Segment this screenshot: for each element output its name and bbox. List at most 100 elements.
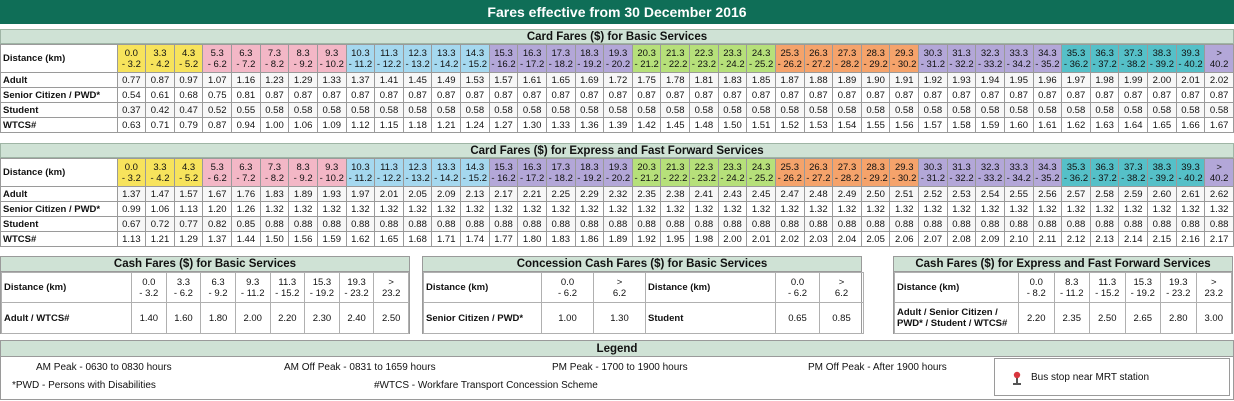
fare-cell: 2.02 xyxy=(774,231,805,247)
fare-cell: 0.87 xyxy=(259,87,290,103)
fare-cell: 1.36 xyxy=(574,117,605,133)
fare-cell: 1.98 xyxy=(1089,72,1120,88)
fare-cell: 1.32 xyxy=(574,201,605,217)
range-start: 20.3 xyxy=(637,47,656,59)
fare-cell: 0.87 xyxy=(316,87,347,103)
fare-cell: 0.87 xyxy=(202,117,233,133)
fare-cell: 0.87 xyxy=(803,87,834,103)
fare-cell: 2.30 xyxy=(304,302,340,334)
range-start: 15.3 xyxy=(494,47,513,59)
fare-cell: 1.80 xyxy=(517,231,547,247)
fare-cell: 2.62 xyxy=(1204,186,1234,202)
fare-row: WTCS# 0.63 0.71 0.79 0.87 0.94 1.00 1.06 1.09 1.1… xyxy=(0,117,1234,133)
range-start: 31.3 xyxy=(952,47,971,59)
distance-band: 6.3- 9.2 xyxy=(200,272,236,303)
range-end: - 14.2 xyxy=(434,172,459,184)
fare-cell: 1.45 xyxy=(660,117,691,133)
range-start: 28.3 xyxy=(866,161,885,173)
fare-cell: 2.47 xyxy=(774,186,805,202)
range-end: - 20.2 xyxy=(605,172,631,184)
fare-row-label: WTCS# xyxy=(0,117,118,133)
range-start: 18.3 xyxy=(580,161,599,173)
fare-cell: 1.92 xyxy=(918,72,948,88)
distance-band: 38.3- 39.2 xyxy=(1147,44,1177,73)
distance-band: 8.3- 11.2 xyxy=(1053,272,1090,303)
fare-cell: 1.89 xyxy=(288,186,318,202)
distance-band: 11.3- 12.2 xyxy=(374,44,404,73)
distance-band: 23.3- 24.2 xyxy=(717,158,748,187)
distance-band: >6.2 xyxy=(593,272,646,303)
fare-cell: 1.26 xyxy=(231,201,261,217)
range-end: - 34.2 xyxy=(1006,58,1031,70)
range-end: - 9.2 xyxy=(293,172,313,184)
range-end: - 32.2 xyxy=(949,58,974,70)
fare-cell: 2.11 xyxy=(1032,231,1063,247)
range-end: - 19.2 xyxy=(577,58,602,70)
fare-cell: 0.87 xyxy=(631,87,662,103)
range-end: - 27.2 xyxy=(806,58,831,70)
fare-row-label: Student xyxy=(0,102,118,118)
fare-cell: 0.58 xyxy=(774,102,805,118)
fare-cell: 1.86 xyxy=(574,231,605,247)
fare-cell: 0.77 xyxy=(173,216,204,232)
fare-cell: 0.88 xyxy=(603,216,633,232)
fare-cell: 0.87 xyxy=(1061,87,1091,103)
fare-cell: 0.55 xyxy=(231,102,261,118)
range-end: - 40.2 xyxy=(1178,172,1203,184)
fare-cell: 1.49 xyxy=(431,72,462,88)
fare-cell: 0.82 xyxy=(202,216,233,232)
fare-cell: 1.89 xyxy=(832,72,862,88)
fare-row-label: WTCS# xyxy=(0,231,118,247)
range-end: - 14.2 xyxy=(434,58,459,70)
range-end: - 11.2 xyxy=(348,58,373,70)
fare-cell: 1.21 xyxy=(145,231,175,247)
fare-cell: 1.32 xyxy=(1118,201,1149,217)
range-start: 35.3 xyxy=(1066,161,1086,173)
distance-band: 33.3- 34.2 xyxy=(1003,44,1034,73)
fare-cell: 1.53 xyxy=(803,117,834,133)
fare-cell: 2.52 xyxy=(918,186,948,202)
distance-band: 32.3- 33.2 xyxy=(975,158,1005,187)
fare-cell: 0.61 xyxy=(145,87,175,103)
range-end: - 17.2 xyxy=(519,172,545,184)
range-end: - 3.2 xyxy=(121,58,141,70)
range-start: > xyxy=(1210,276,1217,288)
distance-band: 27.3- 28.2 xyxy=(832,158,862,187)
fare-cell: 0.54 xyxy=(116,87,147,103)
range-end: - 6.2 xyxy=(173,287,193,299)
fare-cell: 0.87 xyxy=(746,87,776,103)
distance-band: 9.3- 10.2 xyxy=(316,158,347,187)
cash-basic-table: Distance (km) 0.0- 3.2 3.3- 6.2 6.3- 9.2 9.3… xyxy=(1,272,409,334)
range-start: 15.3 xyxy=(494,161,513,173)
fare-cell: 1.93 xyxy=(316,186,347,202)
distance-band: 15.3- 19.2 xyxy=(1124,272,1161,303)
fare-cell: 1.13 xyxy=(173,201,204,217)
range-end: - 29.2 xyxy=(863,172,888,184)
fare-cell: 0.67 xyxy=(116,216,147,232)
fare-cell: 1.88 xyxy=(803,72,834,88)
fare-cell: 1.32 xyxy=(803,201,834,217)
range-end: - 11.2 xyxy=(348,172,373,184)
range-end: - 27.2 xyxy=(806,172,831,184)
fare-cell: 0.58 xyxy=(746,102,776,118)
legend-pm-peak: PM Peak - 1700 to 1900 hours xyxy=(552,362,688,373)
fare-cell: 0.88 xyxy=(1032,216,1063,232)
fare-cell: 1.96 xyxy=(1032,72,1063,88)
range-end: - 16.2 xyxy=(491,58,516,70)
fare-row: Student 0.67 0.72 0.77 0.82 0.85 0.88 0.88 0.88 0… xyxy=(0,216,1234,232)
distance-band: 0.0- 3.2 xyxy=(131,272,167,303)
distance-band: 27.3- 28.2 xyxy=(832,44,862,73)
distance-band: >23.2 xyxy=(373,272,409,303)
range-start: 27.3 xyxy=(837,47,857,59)
range-end: 6.2 xyxy=(612,287,627,299)
fare-cell: 1.97 xyxy=(345,186,376,202)
concession-cash-heading: Concession Cash Fares ($) for Basic Serv… xyxy=(423,257,861,272)
fare-cell: 0.88 xyxy=(374,216,404,232)
distance-row: Distance (km) 0.0- 3.2 3.3- 4.2 4.3- 5.2 5.3… xyxy=(0,158,1234,187)
fare-cell: 1.55 xyxy=(860,117,891,133)
fare-cell: 2.80 xyxy=(1160,302,1197,334)
range-end: - 25.2 xyxy=(748,172,774,184)
fare-cell: 0.87 xyxy=(574,87,605,103)
range-end: - 13.2 xyxy=(405,58,430,70)
fare-cell: 0.87 xyxy=(145,72,175,88)
